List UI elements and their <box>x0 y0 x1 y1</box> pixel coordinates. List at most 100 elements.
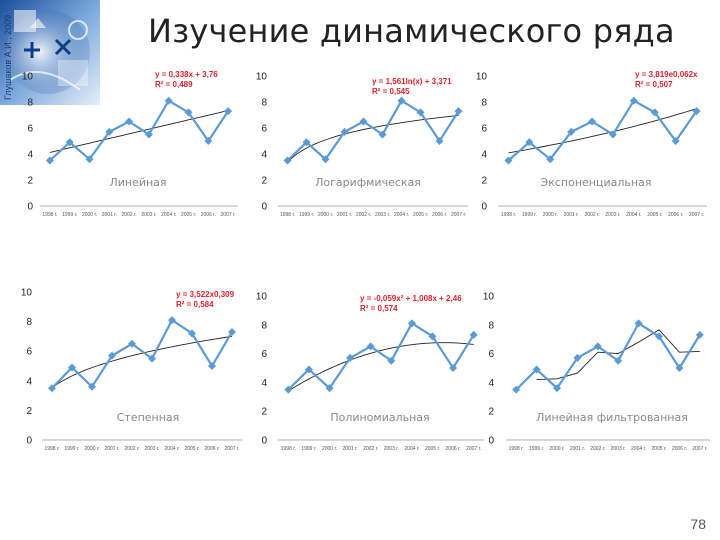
x-tick-label: 2006 г. <box>432 212 447 218</box>
x-tick-label: 1998 г. <box>42 212 57 218</box>
trend-equation: y = 3,819e0,062x <box>635 70 698 79</box>
chart-6: 0 2 4 6 8 10 1998 г. 1999 г. 2000 г. 2001 г. 2002 … <box>483 292 710 452</box>
x-tick-label: 2006 г. <box>201 212 216 218</box>
x-tick-label: 2002 г. <box>584 212 599 218</box>
data-point <box>573 353 582 362</box>
x-tick-label: 2004 г. <box>164 446 179 452</box>
x-tick-label: 2006 г. <box>204 446 219 452</box>
series-label: Полиномиальная <box>330 411 429 424</box>
data-point <box>397 96 406 105</box>
data-point <box>164 96 173 105</box>
chart-5: 0 2 4 6 8 10 1998 г. 1999 г. 2000 г. 2001 г. 2002 … <box>256 292 484 452</box>
data-point <box>125 117 134 126</box>
x-tick-label: 2007 г. <box>221 212 236 218</box>
x-tick-label: 2003 г. <box>384 446 399 452</box>
trend-line <box>51 335 233 389</box>
x-tick-label: 1998 г. <box>501 212 516 218</box>
data-point <box>593 342 602 351</box>
data-point <box>553 384 561 393</box>
x-tick-label: 1998 г. <box>280 212 295 218</box>
data-point <box>144 130 153 139</box>
logo <box>0 0 100 105</box>
x-tick-label: 1999 г. <box>62 212 77 218</box>
x-tick-label: 2005 г. <box>425 446 440 452</box>
y-tick-label: 2 <box>488 407 494 418</box>
x-tick-label: 1999 г. <box>299 212 314 218</box>
x-tick-label: 2000 г. <box>318 212 333 218</box>
x-tick-label: 2004 г. <box>161 212 176 218</box>
x-tick-label: 2004 г. <box>631 446 646 452</box>
series-line <box>51 318 233 389</box>
series-line <box>286 99 460 162</box>
x-tick-label: 2001 г. <box>343 446 358 452</box>
data-point <box>449 364 458 372</box>
x-tick-label: 2004 г. <box>626 212 641 218</box>
data-point <box>340 127 349 136</box>
data-point <box>671 137 680 145</box>
data-point <box>284 385 293 394</box>
x-tick-label: 2003 г. <box>375 212 390 218</box>
y-tick-label: 10 <box>476 72 488 83</box>
x-tick-label: 2003 г. <box>611 446 626 452</box>
y-tick-label: 2 <box>481 176 487 187</box>
x-tick-label: 2002 г. <box>124 446 139 452</box>
x-tick-label: 2006 г. <box>672 446 687 452</box>
y-tick-label: 8 <box>261 98 267 109</box>
x-tick-label: 2000 г. <box>549 446 564 452</box>
data-point <box>168 316 176 325</box>
y-tick-label: 8 <box>488 320 494 331</box>
chart-4: 0 2 4 6 8 10 1998 г. 1999 г. 2000 г. 2001 г. 2002 … <box>21 288 242 452</box>
y-tick-label: 10 <box>256 72 268 83</box>
y-tick-label: 0 <box>488 436 494 447</box>
data-point <box>454 107 463 116</box>
y-tick-label: 4 <box>261 150 267 161</box>
data-point <box>283 156 292 165</box>
data-point <box>65 138 74 147</box>
y-tick-label: 0 <box>26 436 32 447</box>
data-point <box>188 329 196 338</box>
data-point <box>378 130 387 139</box>
data-point <box>614 356 623 365</box>
x-tick-label: 2002 г. <box>363 446 378 452</box>
x-tick-label: 2007 г. <box>466 446 481 452</box>
data-point <box>435 137 444 145</box>
x-tick-label: 2000 г. <box>322 446 337 452</box>
trend-equation: R² = 0,507 <box>635 80 673 89</box>
series-label: Линейная фильтрованная <box>536 411 688 424</box>
y-tick-label: 2 <box>261 407 267 418</box>
x-tick-label: 2005 г. <box>647 212 662 218</box>
data-point <box>88 382 96 391</box>
y-tick-label: 0 <box>27 202 33 213</box>
x-tick-label: 2007 г. <box>692 446 707 452</box>
data-point <box>407 319 416 328</box>
data-point <box>302 138 311 147</box>
y-tick-label: 0 <box>481 202 487 213</box>
trend-equation: y = 1,561ln(x) + 3,371 <box>372 77 452 86</box>
series-line <box>515 321 701 391</box>
y-tick-label: 0 <box>261 202 267 213</box>
y-tick-label: 6 <box>481 124 487 135</box>
x-tick-label: 2003 г. <box>141 212 156 218</box>
x-tick-label: 2002 г. <box>590 446 605 452</box>
x-tick-label: 1999 г. <box>529 446 544 452</box>
y-tick-label: 6 <box>488 349 494 360</box>
data-point <box>588 117 597 126</box>
y-tick-label: 4 <box>481 150 487 161</box>
logo-graphic <box>0 0 100 105</box>
y-tick-label: 6 <box>261 349 267 360</box>
series-label: Степенная <box>117 411 180 424</box>
x-tick-label: 2000 г. <box>84 446 99 452</box>
series-label: Логарифмическая <box>315 176 421 189</box>
y-tick-label: 4 <box>261 378 267 389</box>
y-tick-label: 6 <box>26 347 32 358</box>
x-tick-label: 1999 г. <box>522 212 537 218</box>
x-tick-label: 2001 г. <box>104 446 119 452</box>
x-tick-label: 2006 г. <box>446 446 461 452</box>
data-point <box>608 130 617 139</box>
data-point <box>105 127 114 136</box>
data-point <box>532 365 541 374</box>
trend-equation: R² = 0,545 <box>372 87 410 96</box>
series-line <box>287 321 475 391</box>
data-point <box>504 156 513 165</box>
